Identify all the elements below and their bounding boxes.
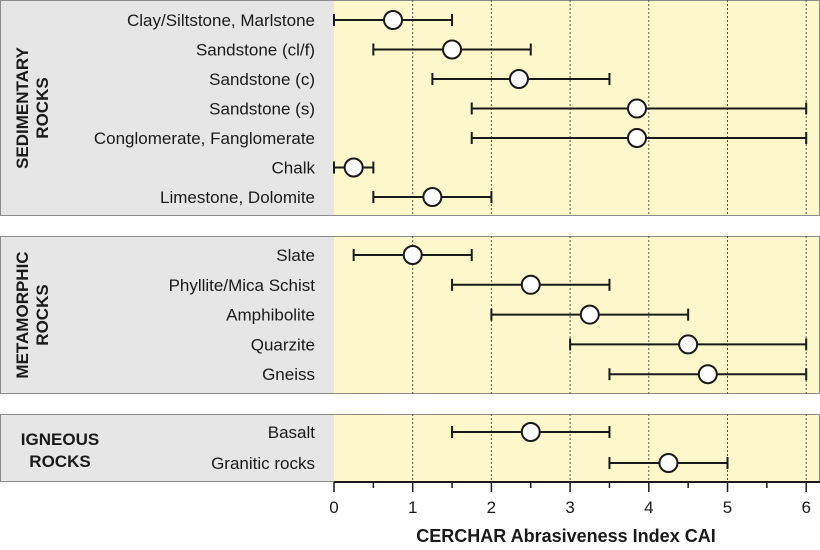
mean-marker — [422, 187, 443, 207]
group-label-panel — [0, 0, 334, 216]
group-label-panel — [0, 414, 334, 482]
mean-marker — [343, 157, 364, 178]
row-label: Clay/Siltstone, Marlstone — [127, 11, 315, 30]
x-tick-label: 1 — [408, 498, 417, 517]
mean-marker — [626, 128, 647, 148]
mean-marker — [678, 334, 699, 355]
row-label: Chalk — [272, 159, 316, 178]
x-tick-label: 0 — [329, 498, 338, 517]
chart-backgrounds — [0, 0, 820, 482]
x-axis: 0 1 2 3 4 5 6 — [329, 481, 820, 517]
row-label: Sandstone (c) — [209, 70, 315, 89]
group-title-line: SEDIMENTARY — [13, 46, 32, 169]
row-label: Sandstone (cl/f) — [196, 41, 315, 60]
mean-marker — [508, 69, 529, 89]
row-label: Conglomerate, Fanglomerate — [94, 129, 315, 148]
row-label: Amphibolite — [226, 306, 315, 325]
mean-marker — [626, 98, 647, 119]
row-label: Sandstone (s) — [209, 100, 315, 119]
group-plot-panel — [334, 414, 820, 482]
row-label: Gneiss — [262, 365, 315, 384]
group-title: METAMORPHICROCKS — [13, 251, 52, 378]
x-tick-label: 4 — [644, 498, 653, 517]
group-title-line: IGNEOUS — [21, 430, 99, 449]
mean-marker — [520, 274, 541, 295]
x-tick-label: 2 — [487, 498, 496, 517]
mean-marker — [658, 453, 679, 473]
row-label: Granitic rocks — [211, 454, 315, 473]
mean-marker — [579, 304, 600, 325]
group-title-line: METAMORPHIC — [13, 251, 32, 378]
group-title-line: ROCKS — [33, 284, 52, 345]
x-tick-label: 3 — [565, 498, 574, 517]
group-title: IGNEOUS ROCKS — [21, 430, 99, 471]
mean-marker — [383, 10, 404, 30]
row-label: Basalt — [268, 423, 316, 442]
mean-marker — [442, 39, 463, 60]
group-title-line: ROCKS — [29, 452, 90, 471]
group-title: SEDIMENTARYROCKS — [13, 46, 52, 169]
mean-marker — [697, 364, 718, 385]
row-label: Limestone, Dolomite — [160, 188, 315, 207]
row-label: Quarzite — [251, 335, 315, 354]
row-label: Phyllite/Mica Schist — [169, 276, 316, 295]
group-label-panel — [0, 236, 334, 394]
row-label: Slate — [276, 246, 315, 265]
group-title-line: ROCKS — [33, 77, 52, 138]
mean-marker — [402, 245, 423, 265]
x-axis-title: CERCHAR Abrasiveness Index CAI — [416, 526, 715, 546]
mean-marker — [520, 422, 541, 442]
x-tick-label: 6 — [801, 498, 810, 517]
x-tick-label: 5 — [723, 498, 732, 517]
